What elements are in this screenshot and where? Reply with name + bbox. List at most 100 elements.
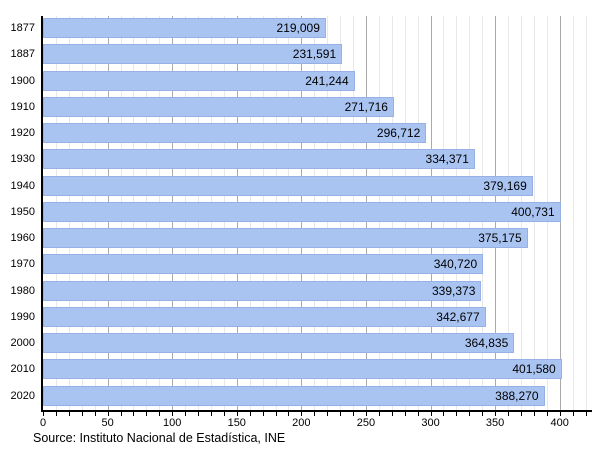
x-axis-tick	[572, 412, 574, 416]
bar-2000: 364,835	[43, 333, 515, 354]
x-axis-tick	[404, 412, 406, 416]
bar-1920: 296,712	[43, 123, 427, 144]
x-axis-tick	[430, 412, 432, 416]
x-axis-tick	[417, 412, 419, 416]
bar-1900: 241,244	[43, 70, 355, 91]
x-axis-tick	[55, 412, 57, 416]
x-axis-tick-label-100: 100	[162, 417, 182, 429]
x-axis-tick	[314, 412, 316, 416]
bar-value-label: 271,716	[344, 99, 388, 114]
x-axis-tick-label-400: 400	[550, 417, 569, 429]
x-axis-tick	[107, 412, 109, 416]
bar-1877: 219,009	[43, 18, 326, 38]
x-axis-tick-label-250: 250	[356, 417, 376, 429]
x-axis-tick	[185, 412, 187, 416]
x-axis-tick	[120, 412, 122, 416]
y-axis-label-1900: 1900	[10, 74, 35, 87]
x-axis-tick	[68, 412, 70, 416]
bar-value-label: 401,580	[512, 362, 556, 377]
y-axis-label-1910: 1910	[10, 100, 35, 113]
x-axis-tick	[495, 412, 497, 416]
x-axis-tick	[249, 412, 251, 416]
x-axis-tick	[365, 412, 367, 416]
gridline-minor	[572, 16, 574, 410]
x-axis-tick-label-200: 200	[292, 417, 311, 429]
gridline-minor	[585, 16, 587, 410]
x-axis-tick	[585, 412, 587, 416]
bar-value-label: 364,835	[464, 336, 509, 351]
x-axis-tick	[340, 412, 342, 416]
bar-value-label: 342,677	[436, 309, 480, 324]
y-axis-labels: 1877 1887 1900 1910 1920 1930 1940 1950 1960 1970…	[0, 16, 35, 410]
bar-value-label: 375,175	[478, 231, 522, 246]
bar-1960: 375,175	[43, 228, 528, 249]
y-axis-label-1970: 1970	[10, 258, 35, 271]
x-axis-tick-label-0: 0	[39, 417, 47, 429]
x-axis-tick	[353, 412, 355, 416]
y-axis-label-1950: 1950	[10, 205, 35, 218]
x-axis-tick	[262, 412, 264, 416]
bar-value-label: 379,169	[483, 178, 527, 193]
bar-value-label: 296,712	[376, 126, 421, 141]
x-axis-tick	[172, 412, 174, 416]
bar-1887: 231,591	[43, 44, 343, 65]
bar-1910: 271,716	[43, 96, 394, 117]
y-axis-label-2010: 2010	[10, 363, 35, 376]
bar-value-label: 231,591	[292, 47, 337, 62]
y-axis-label-1980: 1980	[10, 284, 35, 297]
x-axis-tick-label-150: 150	[227, 417, 246, 429]
bar-2010: 401,580	[43, 359, 562, 380]
x-axis-tick	[288, 412, 290, 416]
x-axis-tick	[159, 412, 161, 416]
bar-value-label: 241,244	[305, 73, 349, 88]
x-axis-tick	[559, 412, 561, 416]
x-axis-tick	[81, 412, 83, 416]
y-axis-label-1960: 1960	[10, 232, 35, 245]
x-axis-tick	[275, 412, 277, 416]
bar-1940: 379,169	[43, 175, 533, 196]
x-axis-tick	[520, 412, 522, 416]
bar-1950: 400,731	[43, 201, 561, 222]
bar-2020: 388,270	[43, 385, 545, 406]
source-caption: Source: Instituto Nacional de Estadístic…	[33, 431, 286, 445]
x-axis-tick	[146, 412, 148, 416]
x-axis-tick	[198, 412, 199, 416]
y-axis-label-1990: 1990	[10, 310, 35, 323]
bar-value-label: 340,720	[433, 257, 478, 272]
x-axis-tick	[482, 412, 484, 416]
bar-value-label: 388,270	[495, 388, 539, 403]
x-axis-ticks	[43, 412, 592, 417]
x-axis-tick	[301, 412, 303, 416]
bar-1970: 340,720	[43, 254, 484, 275]
y-axis-label-1887: 1887	[10, 48, 35, 61]
x-axis-tick-label-300: 300	[421, 417, 440, 429]
x-axis-tick	[223, 412, 225, 416]
y-axis-label-1930: 1930	[10, 153, 35, 166]
y-axis-label-1920: 1920	[10, 127, 35, 140]
x-axis-tick	[378, 412, 380, 416]
x-axis-tick	[546, 412, 548, 416]
x-axis-tick-label-350: 350	[485, 417, 505, 429]
x-axis-tick	[533, 412, 535, 416]
x-axis-tick-label-50: 50	[101, 417, 114, 429]
bar-value-label: 334,371	[425, 152, 469, 167]
bar-1980: 339,373	[43, 280, 482, 301]
bar-1930: 334,371	[43, 149, 475, 170]
x-axis-tick	[469, 412, 471, 416]
y-axis-label-2020: 2020	[10, 389, 35, 402]
x-axis-tick	[508, 412, 510, 416]
x-axis-tick-labels: 0 50 100 150 200 250 300 350 400	[39, 417, 592, 431]
bars: 219,009 231,591 241,244 271,716 296,712 334,3…	[43, 16, 592, 410]
x-axis-tick	[94, 412, 96, 416]
x-axis-tick	[327, 412, 329, 416]
x-axis-tick	[133, 412, 135, 416]
y-axis-label-1940: 1940	[10, 179, 35, 192]
x-axis-tick	[236, 412, 238, 416]
x-axis-tick	[391, 412, 393, 416]
bar-value-label: 400,731	[511, 204, 555, 219]
x-axis-tick	[210, 412, 212, 416]
x-axis-tick	[456, 412, 458, 416]
x-axis-tick	[443, 412, 445, 416]
y-axis-label-1877: 1877	[10, 22, 35, 34]
